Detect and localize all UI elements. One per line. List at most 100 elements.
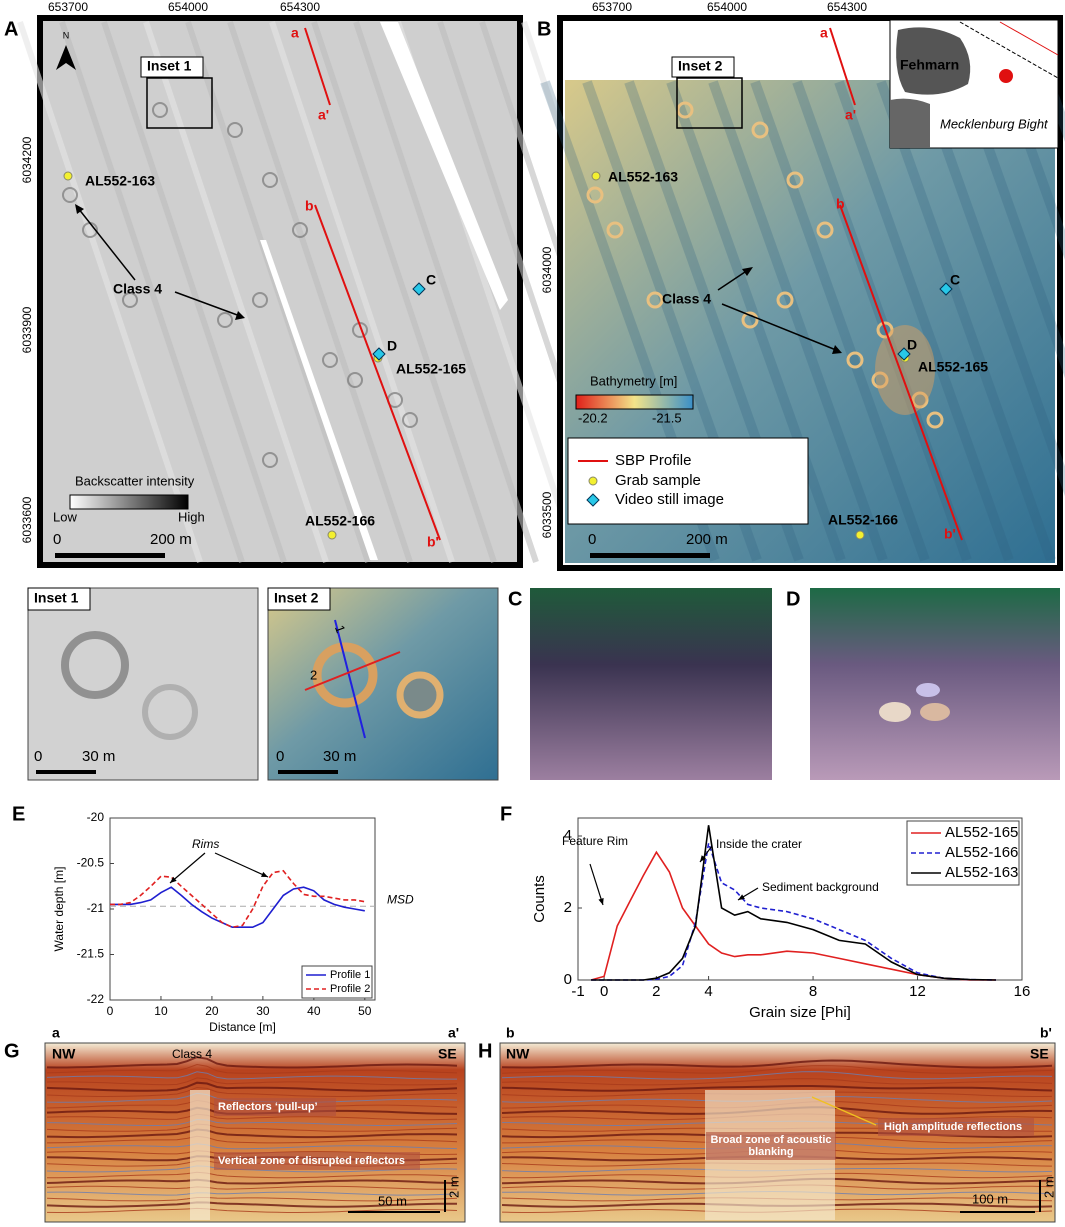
x-tick-label: 50 — [358, 1004, 372, 1018]
annotation-arrow — [169, 852, 206, 884]
panel-label: B — [537, 18, 551, 40]
inset-image — [27, 587, 259, 781]
reference-label: MSD — [387, 892, 414, 906]
scale-bar — [55, 553, 165, 558]
inset-label-box — [671, 56, 735, 78]
photo — [810, 588, 1060, 780]
profile-line — [839, 204, 963, 541]
profile-end: a' — [448, 1025, 459, 1041]
x-axis-label: Grain size [Phi] — [749, 1004, 851, 1021]
direction: SE — [1030, 1046, 1049, 1062]
arrow — [717, 269, 749, 291]
inset-label-box — [267, 587, 331, 611]
sample-label: AL552-165 — [918, 359, 988, 375]
legend-label: Grab sample — [615, 472, 701, 489]
y-tick-label: -21 — [87, 901, 105, 915]
class-label: Class 4 — [113, 281, 162, 297]
series-line — [590, 850, 996, 981]
data-gap — [260, 240, 378, 560]
y-axis-label: Counts — [531, 875, 548, 923]
reflectors — [501, 1059, 1053, 1213]
crater — [312, 642, 378, 708]
panel-label: A — [4, 18, 18, 40]
sample-label: AL552-166 — [828, 512, 898, 528]
map-texture — [540, 80, 1065, 562]
reflector — [501, 1078, 1053, 1086]
crater — [62, 187, 78, 203]
panel-label: C — [508, 588, 522, 610]
y-tick-label: 4 — [564, 827, 572, 844]
profile-end: a — [820, 25, 828, 41]
map-x-tick: 654300 — [280, 0, 320, 14]
x-axis-label: Distance [m] — [209, 1020, 276, 1034]
reflector — [46, 1143, 458, 1150]
island — [896, 27, 971, 95]
scale-label: 0 — [588, 531, 596, 548]
map-y-tick: 6033900 — [20, 306, 34, 353]
legend — [906, 820, 1020, 886]
profile-end: b — [305, 198, 314, 214]
legend-label: AL552-165 — [945, 824, 1018, 841]
inset-image — [267, 587, 499, 781]
crater — [846, 351, 864, 369]
series-line — [110, 869, 365, 929]
reflector — [46, 1207, 458, 1213]
reflector — [501, 1059, 1053, 1069]
annotation-box — [214, 1098, 336, 1116]
scale-label: 0 — [53, 531, 61, 548]
scale-bar — [590, 553, 710, 558]
colorbar-title: Bathymetry [m] — [590, 373, 677, 388]
y-axis-label: Water depth [m] — [52, 867, 66, 952]
crater — [396, 671, 444, 719]
profile-line — [304, 27, 331, 106]
inset-box — [146, 77, 213, 129]
video-label: C — [426, 272, 436, 288]
annotation: Reflectors ‘pull-up’ — [218, 1101, 318, 1113]
direction: NW — [52, 1046, 76, 1062]
swath-stripe — [876, 80, 1056, 562]
arrow-head — [598, 898, 604, 905]
video-label: C — [950, 272, 960, 288]
x-tick-label: 10 — [154, 1004, 168, 1018]
panel-label: F — [500, 803, 512, 825]
reflector — [46, 1118, 458, 1126]
crater — [402, 412, 418, 428]
map-x-tick: 654300 — [827, 0, 867, 14]
reflector — [46, 1063, 458, 1074]
annotation-arrow — [589, 863, 604, 906]
crater — [262, 172, 278, 188]
colorbar-low: Low — [53, 509, 77, 524]
video-label: D — [387, 338, 397, 354]
crater — [122, 292, 138, 308]
swath-stripe — [960, 80, 1065, 379]
reflector — [46, 1086, 457, 1097]
north-arrow — [56, 45, 76, 70]
reflector — [501, 1085, 1053, 1092]
reflector — [501, 1071, 1053, 1080]
reflector — [46, 1081, 458, 1092]
map-y-tick: 6033600 — [20, 496, 34, 543]
x-tick-label: 40 — [307, 1004, 321, 1018]
inset-title: Inset 2 — [274, 590, 319, 606]
direction: SE — [438, 1046, 457, 1062]
legend-label: SBP Profile — [615, 452, 691, 469]
y-tick-label: -21.5 — [77, 947, 105, 961]
y-tick-label: -20.5 — [77, 856, 105, 870]
legend-label: Profile 1 — [330, 969, 370, 981]
arrow-head — [742, 267, 753, 276]
crater — [776, 291, 794, 309]
crater-field — [875, 325, 935, 415]
swath-stripe — [1002, 80, 1065, 261]
legend — [301, 965, 373, 999]
reflector — [46, 1071, 457, 1080]
map-x-tick: 654000 — [707, 0, 747, 14]
crater — [217, 312, 233, 328]
sample-label: AL552-165 — [396, 361, 466, 377]
reflector — [46, 1128, 458, 1139]
scale-label: 100 m — [972, 1191, 1008, 1206]
crater — [152, 102, 168, 118]
scale-label: 50 m — [378, 1193, 407, 1208]
reflector — [46, 1077, 458, 1086]
profile-2 — [304, 651, 401, 691]
